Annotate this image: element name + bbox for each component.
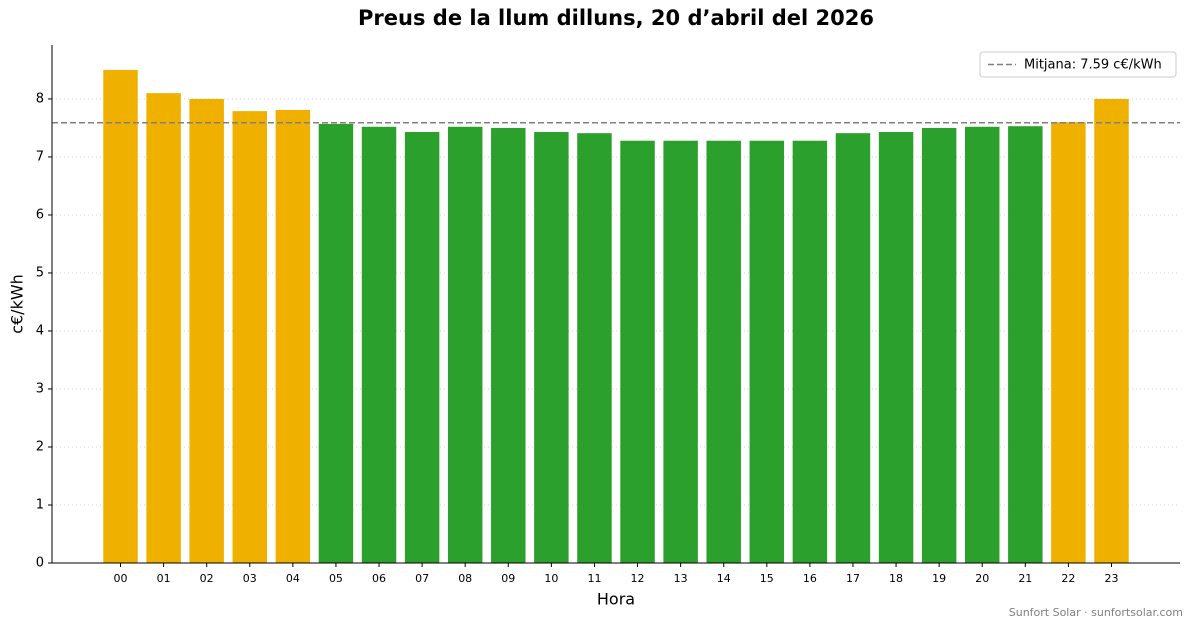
bar [663, 140, 698, 563]
bar [1008, 126, 1043, 563]
bar [1051, 122, 1086, 564]
footer: Sunfort Solar · sunfortsolar.com [1009, 606, 1183, 619]
x-tick-label: 11 [587, 572, 601, 585]
y-tick-label: 3 [36, 381, 44, 396]
y-tick-label: 7 [36, 149, 44, 164]
x-tick-label: 12 [631, 572, 645, 585]
y-axis-label: c€/kWh [8, 274, 27, 334]
x-tick-label: 19 [932, 572, 946, 585]
x-tick-label: 18 [889, 572, 903, 585]
bar [835, 133, 871, 563]
x-tick-label: 02 [200, 572, 214, 585]
x-tick-label: 21 [1018, 572, 1032, 585]
bar [361, 126, 397, 563]
legend-box [979, 51, 1177, 78]
y-tick-label: 0 [36, 556, 44, 571]
x-tick-label: 01 [157, 572, 171, 585]
x-tick-label: 09 [501, 572, 515, 585]
y-tick-label: 2 [36, 439, 44, 454]
bar [792, 140, 828, 563]
x-tick-label: 15 [760, 572, 774, 585]
bar [146, 93, 181, 564]
y-tick-label: 6 [36, 207, 44, 222]
y-tick-label: 5 [36, 265, 44, 280]
x-tick-label: 05 [329, 572, 343, 585]
x-tick-label: 16 [803, 572, 817, 585]
x-tick-label: 23 [1104, 572, 1118, 585]
x-tick-label: 14 [717, 572, 731, 585]
bar [275, 109, 311, 563]
x-tick-label: 07 [415, 572, 429, 585]
x-tick-label: 10 [544, 572, 558, 585]
bar [706, 140, 741, 563]
x-tick-label: 00 [114, 572, 128, 585]
chart-title: Preus de la llum dilluns, 20 d’abril del… [358, 6, 874, 30]
x-tick-label: 22 [1061, 572, 1075, 585]
bar [878, 132, 914, 563]
y-tick-label: 8 [36, 91, 44, 106]
x-tick-label: 06 [372, 572, 386, 585]
bar [189, 98, 224, 563]
x-tick-label: 04 [286, 572, 300, 585]
bar [232, 111, 268, 564]
y-tick-label: 4 [36, 323, 44, 338]
bar [921, 127, 957, 563]
x-tick-label: 03 [243, 572, 257, 585]
y-tick-label: 1 [36, 497, 44, 512]
bar [577, 133, 612, 563]
bar [1094, 98, 1129, 563]
bar [620, 140, 655, 563]
legend-label: Mitjana: 7.59 c€/kWh [1024, 58, 1162, 73]
bar [404, 132, 440, 563]
bar [103, 69, 138, 564]
bar [534, 132, 569, 563]
bar [749, 140, 785, 563]
bar [964, 126, 1000, 563]
x-tick-label: 20 [975, 572, 989, 585]
x-tick-label: 17 [846, 572, 860, 585]
bar [491, 127, 526, 563]
x-tick-label: 08 [458, 572, 472, 585]
bar [447, 126, 483, 563]
x-axis-label: Hora [597, 590, 635, 609]
bar [318, 123, 354, 564]
x-tick-label: 13 [674, 572, 688, 585]
